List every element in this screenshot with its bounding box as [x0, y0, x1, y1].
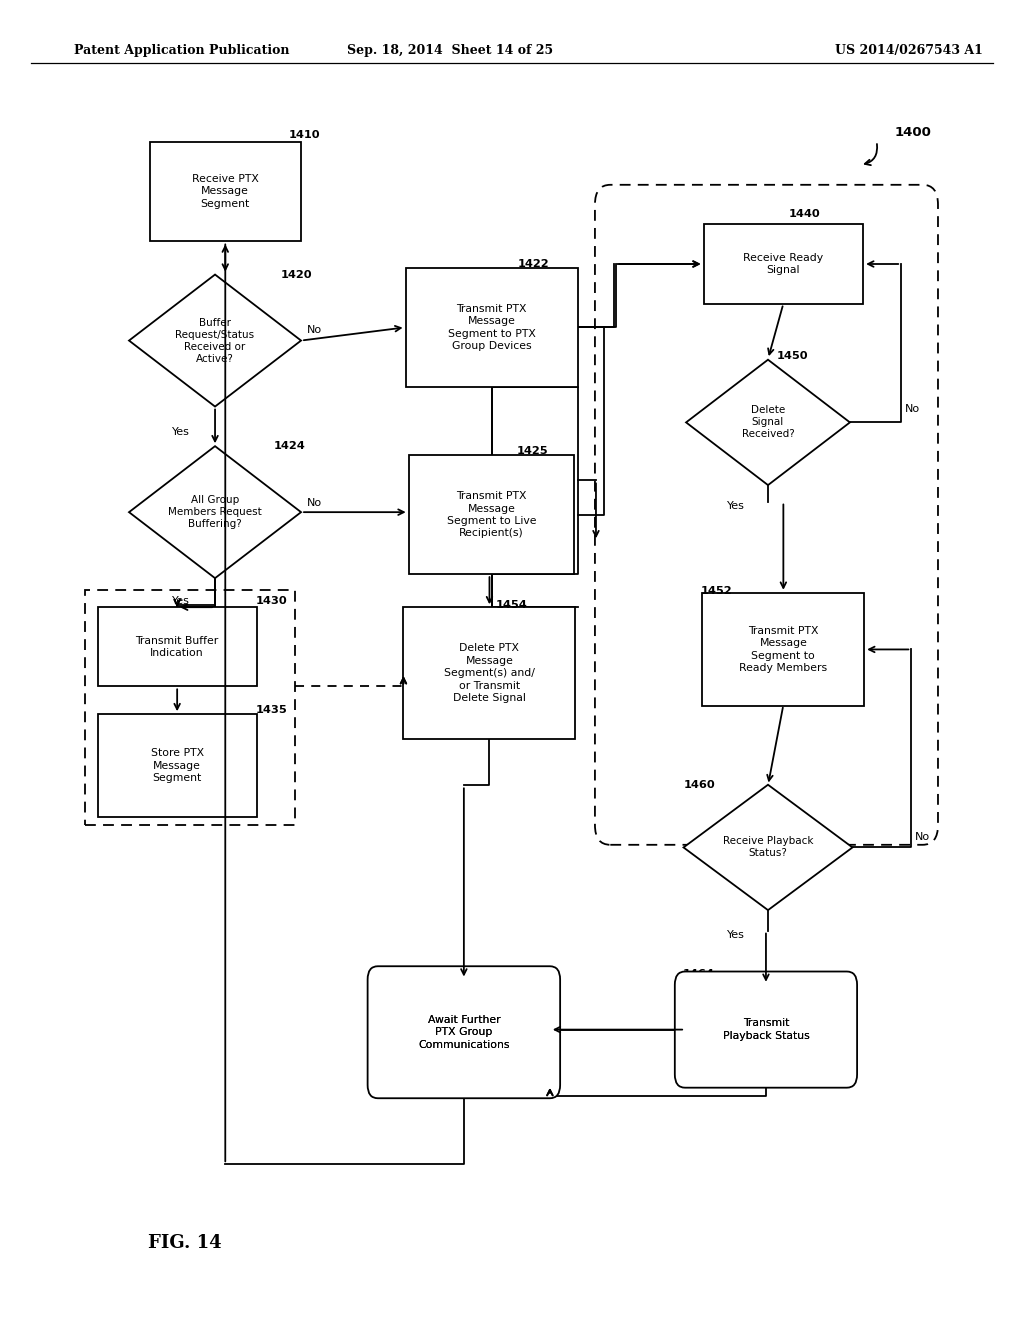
Text: Receive Ready
Signal: Receive Ready Signal: [743, 253, 823, 275]
Polygon shape: [129, 275, 301, 407]
FancyBboxPatch shape: [675, 972, 857, 1088]
FancyBboxPatch shape: [705, 224, 862, 304]
Text: No: No: [905, 404, 921, 414]
FancyBboxPatch shape: [406, 268, 578, 387]
Text: 1422: 1422: [518, 259, 550, 269]
Text: 1452: 1452: [700, 586, 732, 597]
FancyBboxPatch shape: [403, 607, 575, 739]
Text: 1464: 1464: [683, 969, 715, 979]
Text: No: No: [307, 498, 323, 508]
Text: All Group
Members Request
Buffering?: All Group Members Request Buffering?: [168, 495, 262, 529]
Text: 1425: 1425: [517, 446, 549, 457]
Text: Transmit PTX
Message
Segment to Live
Recipient(s): Transmit PTX Message Segment to Live Rec…: [446, 491, 537, 539]
Text: Delete
Signal
Received?: Delete Signal Received?: [741, 405, 795, 440]
Text: 1420: 1420: [281, 269, 312, 280]
Text: Yes: Yes: [172, 595, 189, 606]
Text: No: No: [307, 325, 323, 335]
Text: 1440: 1440: [788, 209, 820, 219]
Text: Yes: Yes: [727, 500, 744, 511]
Text: Transmit Buffer
Indication: Transmit Buffer Indication: [135, 636, 219, 657]
FancyBboxPatch shape: [685, 985, 847, 1074]
Text: 1400: 1400: [895, 125, 932, 139]
Text: Transmit PTX
Message
Segment to PTX
Group Devices: Transmit PTX Message Segment to PTX Grou…: [447, 304, 536, 351]
Text: US 2014/0267543 A1: US 2014/0267543 A1: [835, 44, 982, 57]
Text: 1450: 1450: [776, 351, 808, 362]
Text: 1460: 1460: [684, 780, 716, 791]
Text: 1435: 1435: [256, 705, 288, 715]
Text: Sep. 18, 2014  Sheet 14 of 25: Sep. 18, 2014 Sheet 14 of 25: [347, 44, 554, 57]
Text: Transmit
Playback Status: Transmit Playback Status: [723, 1019, 809, 1040]
Text: No: No: [914, 832, 930, 842]
Text: Transmit PTX
Message
Segment to
Ready Members: Transmit PTX Message Segment to Ready Me…: [739, 626, 827, 673]
Text: 1410: 1410: [289, 129, 321, 140]
FancyBboxPatch shape: [702, 594, 864, 705]
FancyBboxPatch shape: [97, 607, 256, 686]
Text: Transmit
Playback Status: Transmit Playback Status: [723, 1019, 809, 1040]
Text: Await Further
PTX Group
Communications: Await Further PTX Group Communications: [418, 1015, 510, 1049]
FancyBboxPatch shape: [97, 714, 256, 817]
Text: 1454: 1454: [496, 599, 527, 610]
Polygon shape: [129, 446, 301, 578]
Polygon shape: [686, 359, 850, 484]
FancyBboxPatch shape: [409, 455, 574, 574]
Text: Receive Playback
Status?: Receive Playback Status?: [723, 837, 813, 858]
Text: Yes: Yes: [172, 426, 189, 437]
Text: 1470: 1470: [470, 969, 502, 979]
FancyBboxPatch shape: [368, 966, 560, 1098]
Text: FIG. 14: FIG. 14: [148, 1234, 222, 1253]
Text: Store PTX
Message
Segment: Store PTX Message Segment: [151, 748, 204, 783]
Text: Delete PTX
Message
Segment(s) and/
or Transmit
Delete Signal: Delete PTX Message Segment(s) and/ or Tr…: [444, 643, 535, 704]
Text: Receive PTX
Message
Segment: Receive PTX Message Segment: [191, 174, 259, 209]
Text: Await Further
PTX Group
Communications: Await Further PTX Group Communications: [418, 1015, 510, 1049]
FancyBboxPatch shape: [150, 143, 301, 242]
Text: Buffer
Request/Status
Received or
Active?: Buffer Request/Status Received or Active…: [175, 318, 255, 363]
Text: 1424: 1424: [273, 441, 305, 451]
Polygon shape: [684, 784, 852, 911]
FancyBboxPatch shape: [378, 979, 550, 1085]
Text: 1430: 1430: [256, 595, 288, 606]
Text: Patent Application Publication: Patent Application Publication: [74, 44, 289, 57]
Text: Yes: Yes: [727, 929, 744, 940]
